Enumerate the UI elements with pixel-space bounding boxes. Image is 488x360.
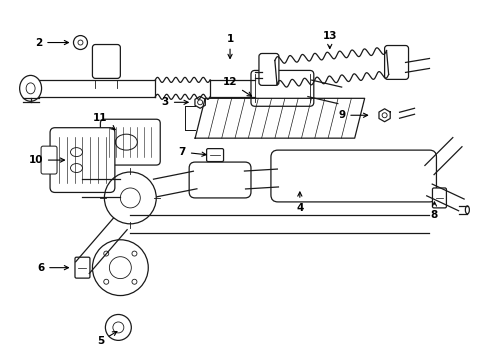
FancyBboxPatch shape: [41, 146, 57, 174]
Text: 13: 13: [322, 31, 336, 49]
FancyBboxPatch shape: [100, 119, 160, 165]
Text: 9: 9: [338, 110, 367, 120]
Text: 4: 4: [296, 192, 303, 213]
Text: 8: 8: [430, 202, 437, 220]
FancyBboxPatch shape: [189, 162, 250, 198]
FancyBboxPatch shape: [250, 71, 313, 106]
Text: 5: 5: [97, 332, 117, 346]
FancyBboxPatch shape: [75, 257, 90, 278]
Text: 12: 12: [223, 77, 251, 96]
Text: 3: 3: [161, 97, 188, 107]
FancyBboxPatch shape: [270, 150, 436, 202]
FancyBboxPatch shape: [384, 45, 407, 80]
Text: 11: 11: [93, 113, 115, 130]
Text: 10: 10: [28, 155, 64, 165]
Text: 6: 6: [37, 263, 68, 273]
Text: 2: 2: [35, 37, 68, 48]
FancyBboxPatch shape: [92, 45, 120, 78]
Text: 1: 1: [226, 33, 233, 58]
FancyBboxPatch shape: [206, 149, 223, 162]
Text: 7: 7: [178, 147, 205, 157]
FancyBboxPatch shape: [50, 128, 115, 193]
FancyBboxPatch shape: [431, 188, 446, 208]
FancyBboxPatch shape: [259, 54, 278, 85]
